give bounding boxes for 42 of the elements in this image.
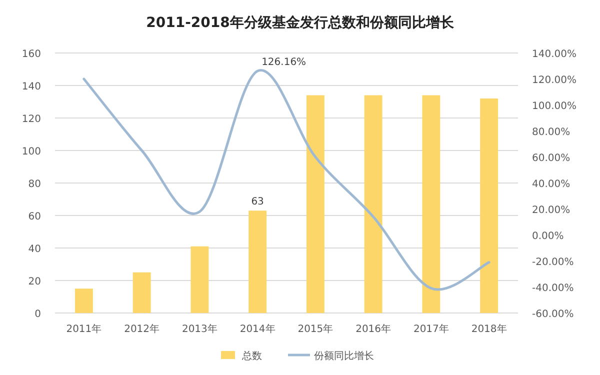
y2-tick-label: -20.00% [532,257,574,268]
y-tick-label: 120 [22,114,41,125]
y2-tick-label: 100.00% [532,101,576,112]
y2-tick-label: 60.00% [532,153,570,164]
data-label: 63 [251,196,264,208]
y-tick-label: 100 [22,146,41,158]
y-tick-label: 140 [22,82,41,92]
bar [480,98,498,313]
y-tick-label: 80 [28,179,41,190]
y-tick-label: 40 [28,244,41,255]
y-tick-label: 160 [22,49,41,60]
bar [248,210,267,313]
bar [132,272,151,313]
y2-tick-label: 40.00% [532,179,570,190]
bar [74,288,93,313]
bar [306,95,324,313]
x-tick-label: 2013年 [182,323,218,335]
x-tick-label: 2018年 [471,323,507,335]
y2-tick-label: 80.00% [532,127,570,138]
bar [422,95,440,313]
y2-tick-label: 0.00% [532,231,564,242]
x-tick-label: 2015年 [298,323,334,335]
legend-label: 总数 [241,350,262,362]
y2-tick-label: 140.00% [532,49,576,60]
x-tick-label: 2012年 [124,323,160,335]
x-tick-label: 2017年 [413,323,449,335]
y-tick-label: 20 [28,276,41,288]
line-series [82,69,490,291]
legend-label: 份额同比增长 [314,350,374,362]
x-tick-label: 2011年 [66,323,102,335]
y2-tick-label: 120.00% [532,75,576,86]
chart-title: 2011-2018年分级基金发行总数和份额同比增长 [146,14,455,31]
bar [190,246,209,313]
y2-tick-label: 20.00% [532,205,570,216]
data-label: 126.16% [262,56,306,68]
y-tick-label: 60 [28,212,41,222]
y2-tick-label: -40.00% [532,283,574,294]
bar [364,95,382,313]
x-tick-label: 2016年 [356,323,392,335]
y2-tick-label: -60.00% [532,309,574,320]
y-tick-label: 0 [34,309,41,320]
x-tick-label: 2014年 [240,323,276,335]
